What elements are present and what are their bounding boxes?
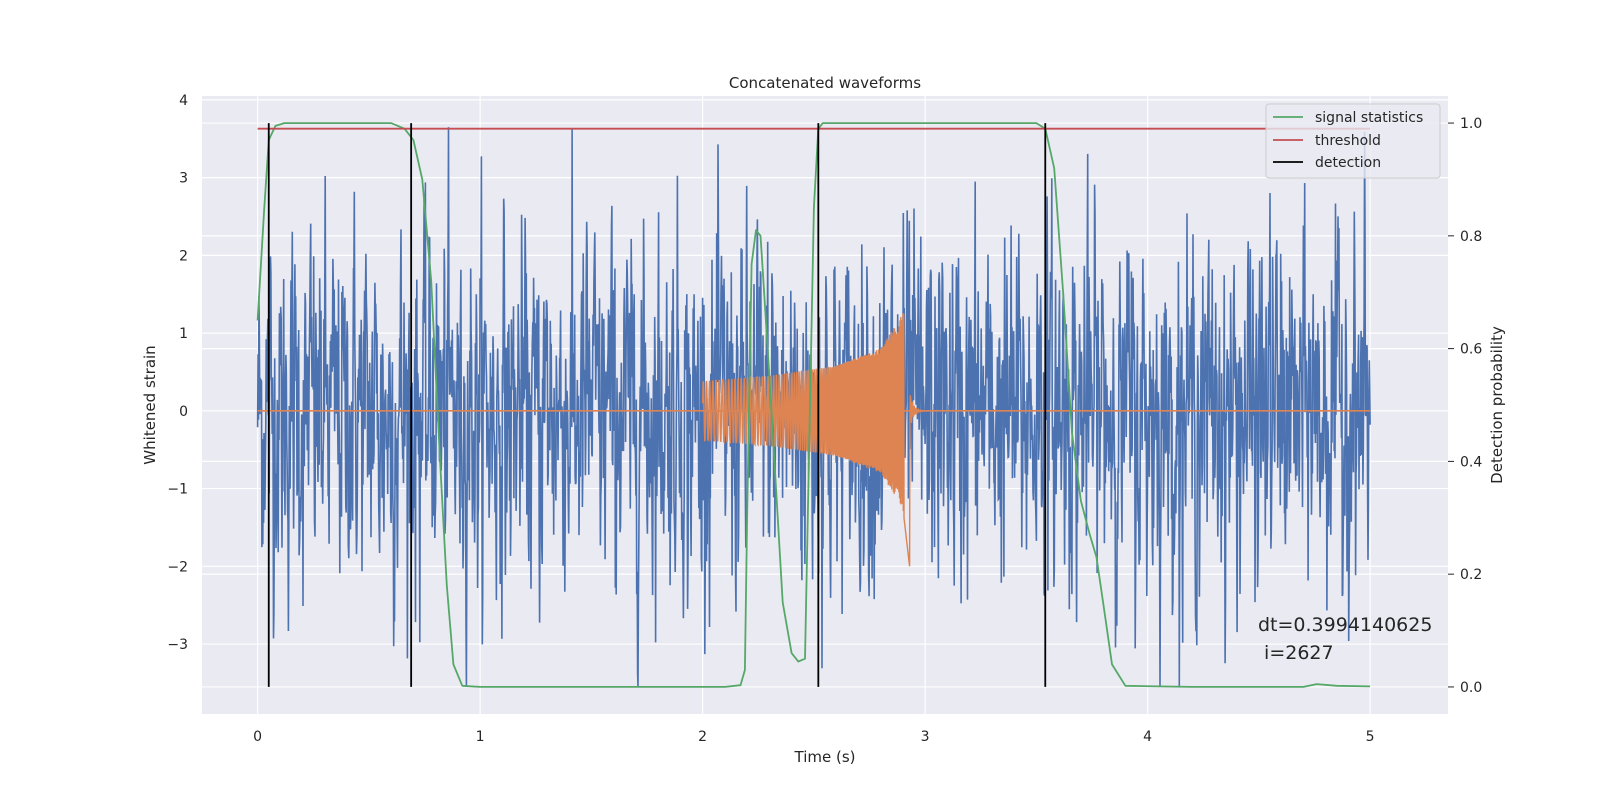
x-tick-label: 2 bbox=[698, 729, 707, 745]
y-tick-label: −1 bbox=[167, 482, 188, 498]
y2-tick-label: 1.0 bbox=[1460, 116, 1482, 132]
y-tick-label: 4 bbox=[179, 93, 188, 109]
y-tick-label: 0 bbox=[179, 404, 188, 420]
y2-axis-label: Detection probability bbox=[1488, 326, 1506, 484]
y-tick-label: −3 bbox=[167, 637, 188, 653]
legend: signal statistics threshold detection bbox=[1265, 103, 1441, 179]
y-tick-label: −2 bbox=[167, 559, 188, 575]
legend-label-signal-statistics: signal statistics bbox=[1315, 110, 1423, 126]
annotation-dt: dt=0.3994140625 bbox=[1258, 614, 1432, 636]
axis-ticks: 0 1 2 3 4 5 −3 −2 −1 0 1 2 3 4 0.0 0.2 0.4 0.6 0.8 1.0 bbox=[167, 93, 1482, 745]
signal-statistics-line bbox=[256, 122, 1371, 688]
y-tick-label: 2 bbox=[179, 248, 188, 264]
x-tick-label: 0 bbox=[253, 729, 262, 745]
y2-tick-label: 0.4 bbox=[1460, 454, 1482, 470]
y-axis-label: Whitened strain bbox=[141, 345, 159, 464]
legend-label-threshold: threshold bbox=[1315, 133, 1381, 149]
annotation-index: i=2627 bbox=[1258, 642, 1334, 664]
y-tick-label: 3 bbox=[179, 171, 188, 187]
x-tick-label: 5 bbox=[1366, 729, 1375, 745]
y2-tick-label: 0.2 bbox=[1460, 567, 1482, 583]
y2-tick-label: 0.6 bbox=[1460, 342, 1482, 358]
right-axis-series bbox=[256, 122, 1371, 688]
legend-label-detection: detection bbox=[1315, 155, 1381, 171]
y2-tick-label: 0.8 bbox=[1460, 229, 1482, 245]
legend-box bbox=[1265, 103, 1441, 179]
x-axis-label: Time (s) bbox=[794, 748, 856, 766]
chart-title: Concatenated waveforms bbox=[729, 74, 921, 92]
y2-tick-label: 0.0 bbox=[1460, 680, 1482, 696]
x-tick-label: 4 bbox=[1143, 729, 1152, 745]
x-tick-label: 3 bbox=[921, 729, 930, 745]
x-tick-label: 1 bbox=[476, 729, 485, 745]
y-tick-label: 1 bbox=[179, 326, 188, 342]
